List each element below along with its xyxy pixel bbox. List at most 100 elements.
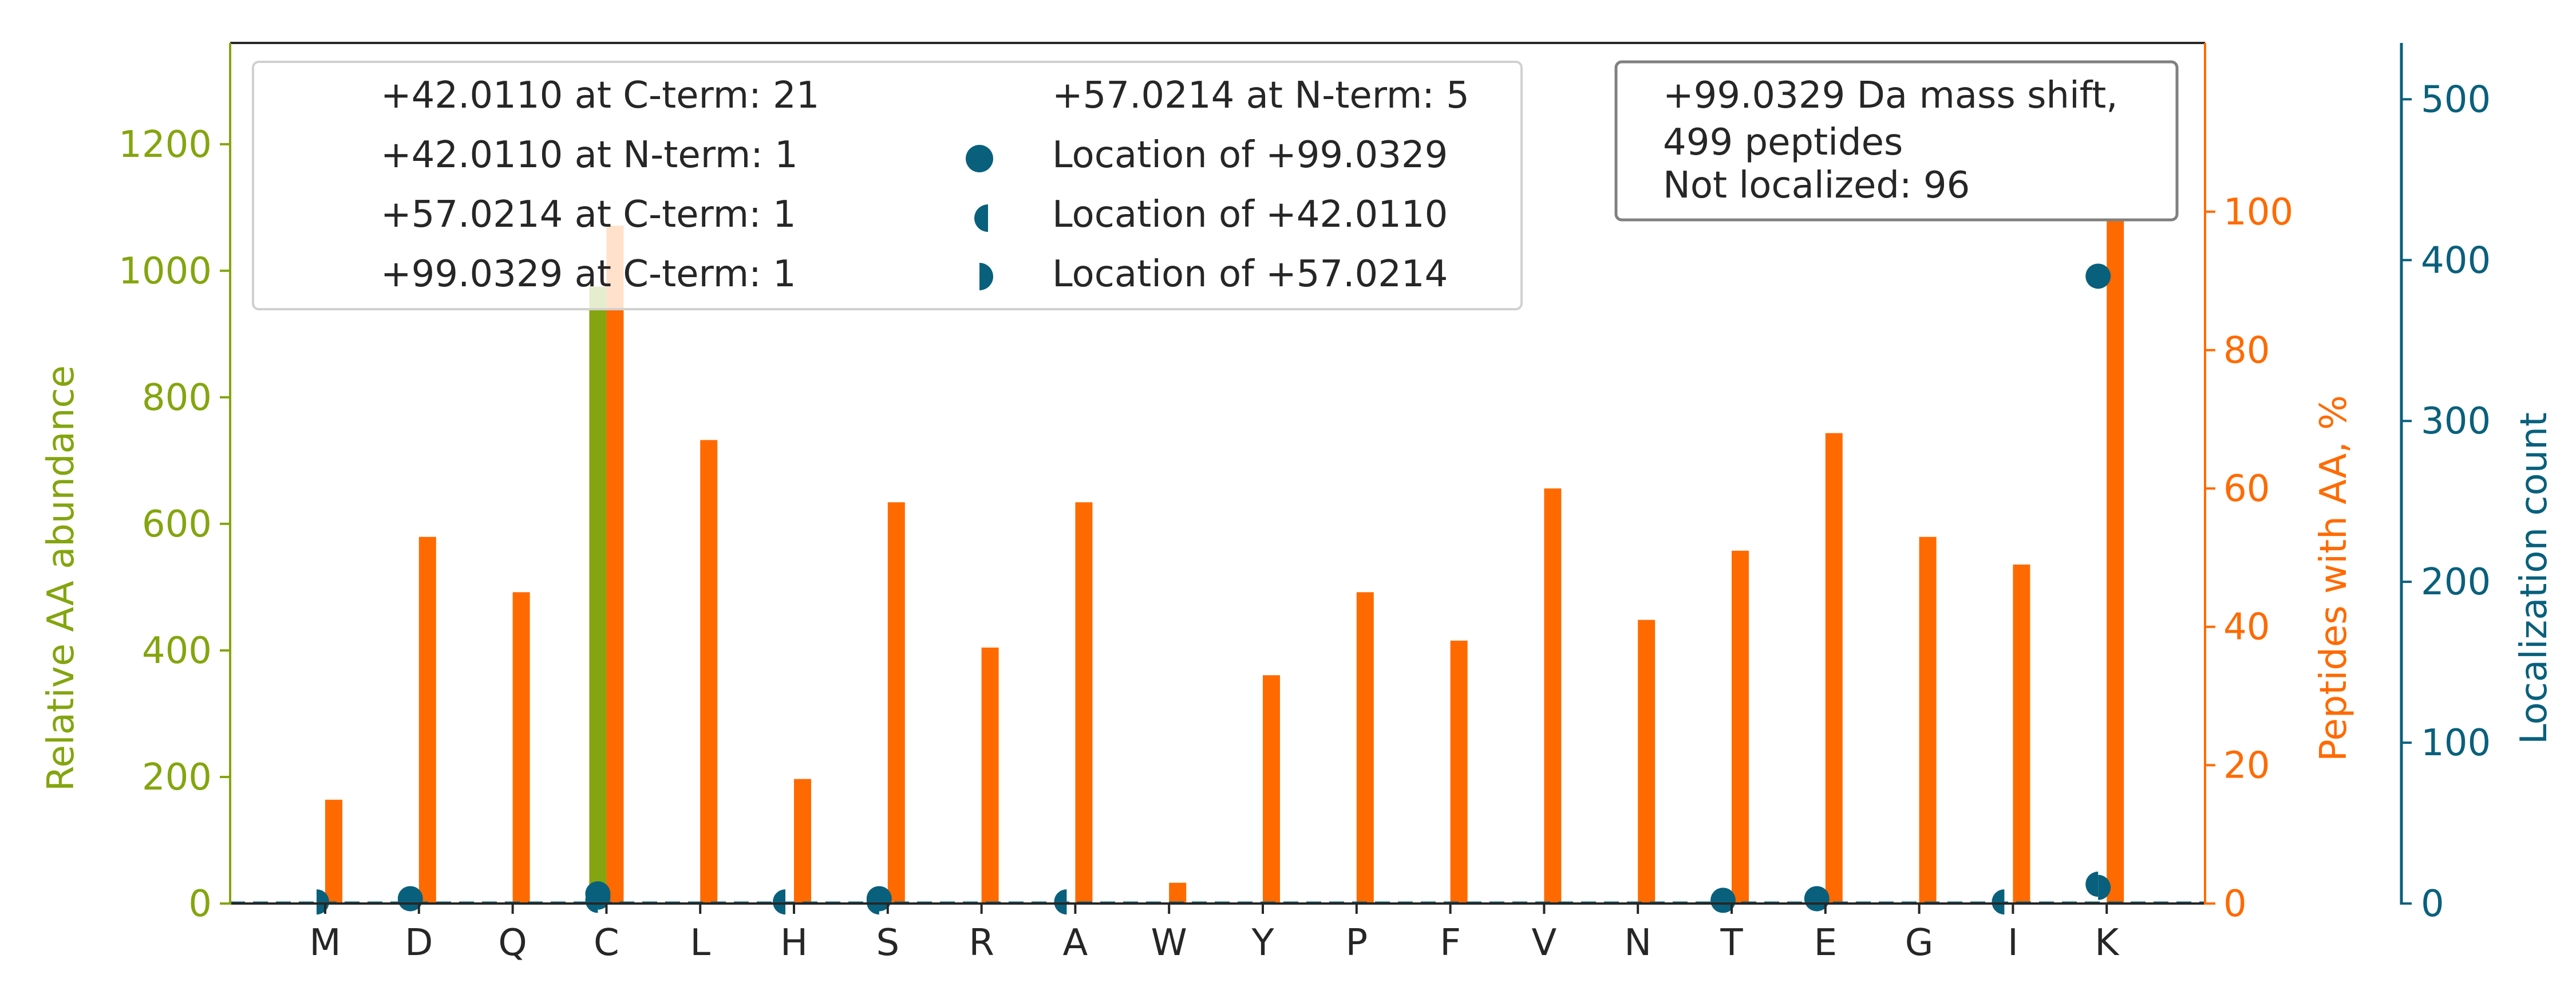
legend-entry: Location of +99.0329 bbox=[1052, 134, 1448, 176]
peptide-bar bbox=[1450, 640, 1468, 904]
loc-99-marker bbox=[2085, 263, 2111, 289]
legend-entry: Location of +42.0110 bbox=[1052, 194, 1448, 236]
plot-frame bbox=[229, 42, 2403, 905]
loc-42-marker bbox=[866, 889, 879, 915]
legend-entry: +99.0329 at C-term: 1 bbox=[381, 253, 796, 295]
peptide-bar bbox=[981, 647, 999, 904]
x-tick-label: H bbox=[780, 922, 808, 964]
peptide-percent-bars bbox=[325, 211, 2124, 904]
x-tick-label: G bbox=[1905, 922, 1934, 964]
peptide-bar bbox=[512, 592, 530, 904]
annotation-line: 499 peptides bbox=[1663, 121, 1903, 164]
legend-marker-circle bbox=[966, 145, 993, 172]
y-left-tick-label: 600 bbox=[142, 503, 212, 546]
legend-entry: +42.0110 at N-term: 1 bbox=[381, 134, 798, 176]
legend-entry: +57.0214 at N-term: 5 bbox=[1052, 74, 1469, 117]
loc-42-marker bbox=[773, 889, 785, 915]
loc-99-marker bbox=[1804, 886, 1830, 912]
x-tick-label: Q bbox=[498, 922, 527, 964]
x-tick-label: V bbox=[1532, 922, 1557, 964]
x-tick-label: F bbox=[1440, 922, 1461, 964]
loc-42-marker bbox=[585, 887, 598, 913]
peptide-bar bbox=[325, 799, 342, 904]
x-tick-label: N bbox=[1624, 922, 1652, 964]
x-tick-label: C bbox=[594, 922, 619, 964]
peptide-bar bbox=[1638, 620, 1656, 904]
peptide-bar bbox=[1356, 592, 1374, 904]
annotation-line: +99.0329 Da mass shift, bbox=[1663, 74, 2118, 117]
annotation-box: +99.0329 Da mass shift, 499 peptides Not… bbox=[1614, 60, 2179, 222]
x-tick-label: Y bbox=[1251, 922, 1274, 964]
legend-box bbox=[252, 61, 1523, 310]
y-left-tick-label: 1000 bbox=[118, 250, 212, 293]
loc-99-marker bbox=[1710, 887, 1736, 913]
x-tick-label: M bbox=[309, 922, 341, 964]
peptide-bar bbox=[1732, 550, 1749, 904]
peptide-bar bbox=[1075, 502, 1093, 904]
y-axis-right-localization: 0 100 200 300 400 500 bbox=[2401, 78, 2491, 925]
y-right2-tick-label: 0 bbox=[2421, 883, 2444, 925]
y-left-tick-label: 1200 bbox=[118, 124, 212, 166]
peptide-bar bbox=[606, 225, 624, 904]
y-axis-left: 0 200 400 600 800 1000 1200 bbox=[118, 124, 230, 925]
peptide-bar bbox=[1825, 433, 1843, 904]
x-tick-label: A bbox=[1063, 922, 1088, 964]
peptide-bar bbox=[1169, 882, 1187, 904]
right1-axis-title: Peptides with AA, % bbox=[2313, 395, 2355, 762]
y-right1-tick-label: 40 bbox=[2223, 606, 2270, 649]
loc-57-marker bbox=[2098, 874, 2111, 900]
y-left-tick-label: 800 bbox=[142, 377, 212, 419]
peptide-bar bbox=[1263, 675, 1280, 904]
peptide-bar bbox=[887, 502, 905, 904]
legend-entry: Location of +57.0214 bbox=[1052, 253, 1448, 295]
y-right2-tick-label: 500 bbox=[2421, 78, 2491, 121]
legend-entry: +42.0110 at C-term: 21 bbox=[381, 74, 819, 117]
loc-42-marker bbox=[2085, 871, 2099, 897]
y-right2-tick-label: 400 bbox=[2421, 239, 2491, 282]
x-tick-label: L bbox=[690, 922, 710, 964]
x-tick-label: T bbox=[1720, 922, 1743, 964]
y-right1-tick-label: 80 bbox=[2223, 329, 2270, 372]
abundance-bars bbox=[589, 286, 607, 904]
right2-axis-title: Localization count bbox=[2513, 412, 2555, 744]
annotation-line: Not localized: 96 bbox=[1663, 164, 1970, 207]
x-tick-label: R bbox=[969, 922, 994, 964]
y-left-tick-label: 400 bbox=[142, 630, 212, 672]
loc-99-marker bbox=[397, 886, 423, 912]
legend-marker-right-half-circle bbox=[979, 263, 993, 290]
y-right1-tick-label: 60 bbox=[2223, 468, 2270, 510]
x-tick-label: P bbox=[1346, 922, 1368, 964]
y-right2-tick-label: 200 bbox=[2421, 561, 2491, 603]
y-axis-right-peptides: 0 20 40 60 80 100 bbox=[2205, 191, 2293, 925]
loc-42-marker bbox=[1054, 889, 1067, 915]
y-left-tick-label: 200 bbox=[142, 756, 212, 799]
y-right1-tick-label: 0 bbox=[2223, 883, 2247, 925]
x-tick-label: I bbox=[2008, 922, 2018, 964]
peptide-bar bbox=[1544, 488, 1562, 904]
peptide-bar bbox=[700, 440, 718, 904]
y-right1-tick-label: 20 bbox=[2223, 744, 2270, 787]
loc-42-marker bbox=[1992, 889, 2005, 915]
x-tick-label: S bbox=[876, 922, 899, 964]
peptide-bar bbox=[2107, 211, 2124, 904]
peptide-bar bbox=[2013, 564, 2030, 904]
legend-entry: +57.0214 at C-term: 1 bbox=[381, 194, 796, 236]
abundance-bar bbox=[589, 286, 607, 904]
y-right1-tick-label: 100 bbox=[2223, 191, 2293, 234]
y-right2-tick-label: 300 bbox=[2421, 400, 2491, 443]
y-right2-tick-label: 100 bbox=[2421, 722, 2491, 764]
legend: +42.0110 at C-term: 21 +42.0110 at N-ter… bbox=[252, 61, 1523, 310]
annotation-frame bbox=[1614, 60, 2179, 222]
left-axis-title: Relative AA abundance bbox=[40, 365, 82, 791]
peptide-bar bbox=[794, 779, 811, 904]
x-tick-label: W bbox=[1151, 922, 1187, 964]
x-tick-label: K bbox=[2095, 922, 2120, 964]
y-left-tick-label: 0 bbox=[188, 883, 212, 925]
x-tick-label: D bbox=[405, 922, 433, 964]
x-tick-label: E bbox=[1814, 922, 1837, 964]
peptide-bar bbox=[418, 536, 436, 904]
peptide-bar bbox=[1919, 536, 1937, 904]
legend-marker-left-half-circle bbox=[974, 204, 988, 232]
